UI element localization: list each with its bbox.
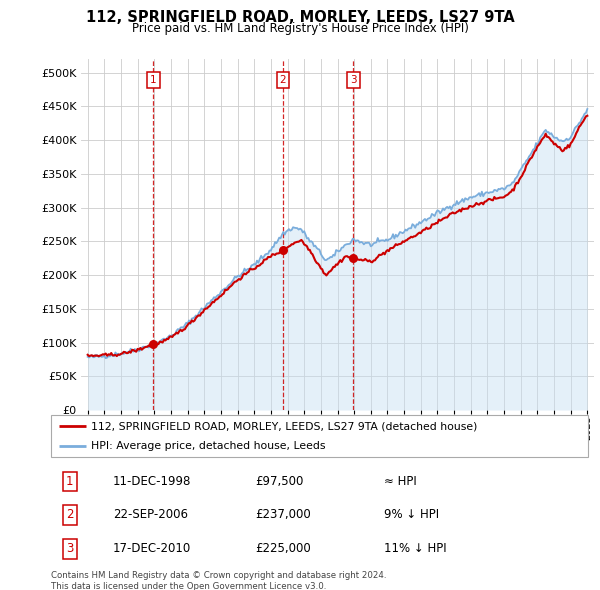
Text: £97,500: £97,500	[255, 475, 304, 488]
Text: ≈ HPI: ≈ HPI	[384, 475, 416, 488]
Text: 3: 3	[66, 542, 73, 555]
Text: Contains HM Land Registry data © Crown copyright and database right 2024.
This d: Contains HM Land Registry data © Crown c…	[51, 571, 386, 590]
Text: 2: 2	[66, 508, 74, 522]
Text: Price paid vs. HM Land Registry's House Price Index (HPI): Price paid vs. HM Land Registry's House …	[131, 22, 469, 35]
Text: 11-DEC-1998: 11-DEC-1998	[113, 475, 191, 488]
Text: 11% ↓ HPI: 11% ↓ HPI	[384, 542, 446, 555]
Text: 3: 3	[350, 75, 357, 85]
Text: 22-SEP-2006: 22-SEP-2006	[113, 508, 188, 522]
Text: £237,000: £237,000	[255, 508, 311, 522]
Text: 112, SPRINGFIELD ROAD, MORLEY, LEEDS, LS27 9TA: 112, SPRINGFIELD ROAD, MORLEY, LEEDS, LS…	[86, 10, 514, 25]
Text: 112, SPRINGFIELD ROAD, MORLEY, LEEDS, LS27 9TA (detached house): 112, SPRINGFIELD ROAD, MORLEY, LEEDS, LS…	[91, 421, 478, 431]
Text: £225,000: £225,000	[255, 542, 311, 555]
Text: HPI: Average price, detached house, Leeds: HPI: Average price, detached house, Leed…	[91, 441, 326, 451]
Text: 2: 2	[280, 75, 286, 85]
Text: 17-DEC-2010: 17-DEC-2010	[113, 542, 191, 555]
Text: 1: 1	[66, 475, 74, 488]
FancyBboxPatch shape	[51, 415, 588, 457]
Text: 1: 1	[150, 75, 157, 85]
Text: 9% ↓ HPI: 9% ↓ HPI	[384, 508, 439, 522]
